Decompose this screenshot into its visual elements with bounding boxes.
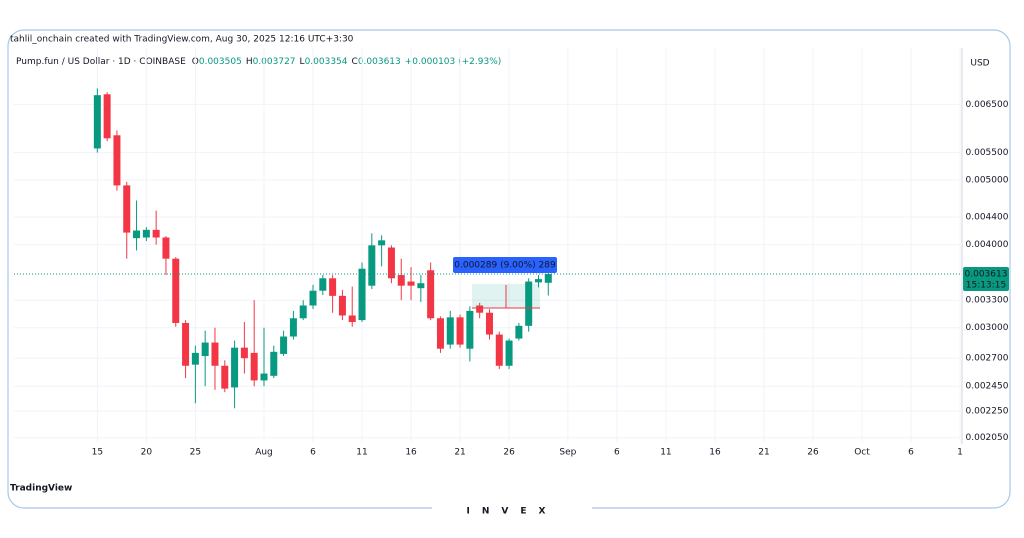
candle-body: [93, 95, 101, 149]
candle-body: [446, 317, 454, 345]
candle-body: [525, 281, 533, 326]
candle-body: [387, 247, 395, 279]
candle-body: [240, 347, 248, 359]
y-tick-label: 0.004000: [966, 240, 1009, 250]
candle-body: [309, 290, 317, 306]
y-tick-label: 0.003000: [966, 323, 1009, 333]
y-tick-label: 0.002050: [966, 433, 1009, 443]
watermark-gap: [432, 500, 592, 520]
ohlc-value: 0.003505: [199, 57, 242, 67]
candle-body: [133, 230, 141, 239]
candle-body: [505, 340, 513, 366]
candle-body: [338, 295, 346, 316]
ohlc-value: 0.003354: [305, 57, 348, 67]
candle-body: [495, 334, 503, 366]
candle-body: [260, 373, 268, 381]
candle-body: [182, 322, 190, 366]
candle-body: [319, 278, 327, 291]
ohlc-value: 0.003727: [253, 57, 296, 67]
countdown: 15:13:15: [966, 281, 1006, 291]
candle-body: [299, 305, 307, 319]
change: +0.000103 (+2.93%): [405, 57, 502, 67]
y-tick-label: 0.005500: [966, 148, 1009, 158]
y-tick-label: 0.005000: [966, 176, 1009, 186]
x-tick-label: 21: [454, 448, 465, 458]
candle-body: [289, 318, 297, 337]
candle-body: [221, 365, 229, 389]
y-tick-label: 0.006500: [966, 100, 1009, 110]
ohlc-label: C: [352, 57, 358, 67]
candle-body: [476, 305, 484, 313]
candle-body: [211, 342, 219, 366]
candle-body: [152, 229, 160, 238]
x-tick-label: 6: [310, 448, 316, 458]
last-price-box: [963, 267, 1009, 292]
candle-body: [466, 310, 474, 349]
y-tick-label: 0.004400: [966, 213, 1009, 223]
watermark: INVEX: [467, 507, 558, 517]
x-tick-label: 1: [957, 448, 963, 458]
candle-body: [485, 312, 493, 335]
candle-body: [201, 342, 209, 357]
candle-body: [270, 351, 278, 376]
x-tick-label: Oct: [854, 448, 870, 458]
y-tick-label: 0.002700: [966, 354, 1009, 364]
x-tick-label: 15: [92, 448, 103, 458]
y-tick-label: 0.002250: [966, 406, 1009, 416]
x-tick-label: 21: [758, 448, 769, 458]
x-tick-label: 6: [614, 448, 620, 458]
candle-body: [534, 279, 542, 283]
x-tick-label: 25: [190, 448, 201, 458]
candle-body: [358, 268, 366, 321]
x-tick-label: Sep: [559, 448, 576, 458]
candle-body: [113, 135, 121, 186]
x-tick-label: 26: [807, 448, 819, 458]
candle-body: [456, 317, 464, 345]
candle-body: [436, 318, 444, 349]
candle-body: [378, 240, 386, 246]
ohlc-value: 0.003613: [358, 57, 401, 67]
candle-body: [417, 283, 425, 289]
measure-label: 0.000289 (9.00%) 289: [454, 261, 556, 271]
candle-body: [103, 94, 111, 139]
credit: tahlil_onchain created with TradingView.…: [10, 35, 354, 45]
candle-body: [250, 352, 258, 381]
symbol: Pump.fun / US Dollar · 1D · COINBASE: [16, 57, 186, 67]
y-tick-label: 0.003300: [966, 296, 1009, 306]
x-tick-label: 11: [356, 448, 367, 458]
y-tick-label: 0.002450: [966, 382, 1009, 392]
legend: Pump.fun / US Dollar · 1D · COINBASEO0.0…: [16, 57, 501, 67]
candle-body: [280, 336, 288, 354]
candle-body: [515, 325, 523, 339]
candle-body: [123, 185, 131, 233]
measure-label-box: [453, 257, 557, 273]
candle-body: [407, 281, 415, 286]
candle-body: [329, 278, 337, 296]
x-tick-label: Aug: [255, 448, 273, 458]
x-tick-label: 6: [908, 448, 914, 458]
x-tick-label: 20: [141, 448, 153, 458]
x-tick-label: 16: [709, 448, 721, 458]
currency: USD: [970, 59, 989, 69]
candle-body: [427, 270, 435, 319]
candle-body: [397, 275, 405, 286]
candle-body: [172, 258, 180, 323]
candle-body: [348, 315, 356, 323]
candle-body: [191, 352, 199, 365]
ohlc-label: L: [300, 57, 305, 67]
x-tick-label: 16: [405, 448, 417, 458]
logo: TradingView: [10, 484, 72, 494]
last-price-label: 0.003613: [965, 270, 1008, 280]
candle-body: [368, 245, 376, 286]
x-tick-label: 26: [503, 448, 515, 458]
ohlc-label: H: [246, 57, 253, 67]
candle-body: [544, 274, 552, 283]
candle-body: [231, 347, 239, 388]
x-tick-label: 11: [660, 448, 671, 458]
candle-body: [142, 229, 150, 238]
candle-body: [162, 237, 170, 259]
